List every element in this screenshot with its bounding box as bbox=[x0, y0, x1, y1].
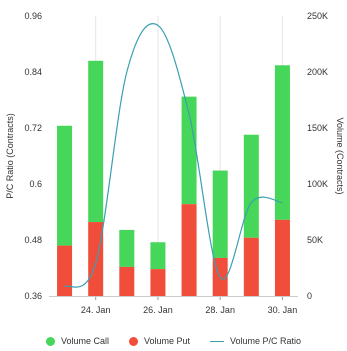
ratio-line bbox=[64, 23, 283, 288]
legend-call-label: Volume Call bbox=[60, 336, 109, 346]
bars-group bbox=[57, 60, 290, 296]
x-tick-label: 30. Jan bbox=[268, 305, 298, 315]
x-tick-label: 26. Jan bbox=[143, 305, 173, 315]
legend-put-dot-icon bbox=[128, 336, 138, 346]
legend-ratio-line-icon bbox=[210, 340, 224, 342]
legend-ratio-label: Volume P/C Ratio bbox=[230, 336, 302, 346]
y-right-tick-label: 200K bbox=[307, 67, 328, 77]
y-left-tick-label: 0.6 bbox=[29, 179, 42, 189]
y-left-tick-label: 0.72 bbox=[24, 123, 42, 133]
bar-call bbox=[150, 242, 166, 270]
x-tick-label: 24. Jan bbox=[81, 305, 111, 315]
bar-put bbox=[57, 245, 73, 296]
y-right-tick-label: 150K bbox=[307, 123, 328, 133]
bar-call bbox=[181, 96, 197, 205]
legend-item-call[interactable]: Volume Call bbox=[45, 336, 109, 346]
bar-put bbox=[119, 266, 135, 296]
y-axis-right-title: Volume (Contracts) bbox=[335, 117, 345, 194]
bar-put bbox=[88, 222, 104, 296]
bar-put bbox=[181, 204, 197, 296]
y-left-tick-label: 0.48 bbox=[24, 235, 42, 245]
bar-call bbox=[243, 134, 259, 238]
bar-put bbox=[150, 269, 166, 296]
y-left-tick-label: 0.84 bbox=[24, 67, 42, 77]
legend-item-ratio[interactable]: Volume P/C Ratio bbox=[210, 336, 301, 346]
bar-put bbox=[243, 237, 259, 296]
bar-call bbox=[57, 125, 73, 246]
bar-call bbox=[119, 229, 135, 267]
axes-group: 24. Jan 26. Jan 28. Jan 30. Jan 0.36 0.48 0.6 0… bbox=[24, 11, 328, 315]
y-right-tick-label: 250K bbox=[307, 11, 328, 21]
bar-call bbox=[212, 170, 228, 258]
y-right-tick-label: 50K bbox=[307, 235, 323, 245]
y-axis-left-title: P/C Ratio (Contracts) bbox=[5, 113, 15, 199]
ratio-line-group bbox=[64, 23, 283, 288]
bar-call bbox=[274, 65, 290, 220]
bar-put bbox=[274, 219, 290, 296]
y-right-tick-label: 100K bbox=[307, 179, 328, 189]
legend: Volume Call Volume Put Volume P/C Ratio bbox=[0, 333, 347, 349]
y-right-tick-label: 0 bbox=[307, 291, 312, 301]
legend-call-dot-icon bbox=[45, 336, 55, 346]
legend-item-put[interactable]: Volume Put bbox=[128, 336, 190, 346]
y-left-tick-label: 0.36 bbox=[24, 291, 42, 301]
legend-put-label: Volume Put bbox=[143, 336, 190, 346]
bar-call bbox=[88, 60, 104, 223]
x-tick-label: 28. Jan bbox=[205, 305, 235, 315]
y-left-tick-label: 0.96 bbox=[24, 11, 42, 21]
